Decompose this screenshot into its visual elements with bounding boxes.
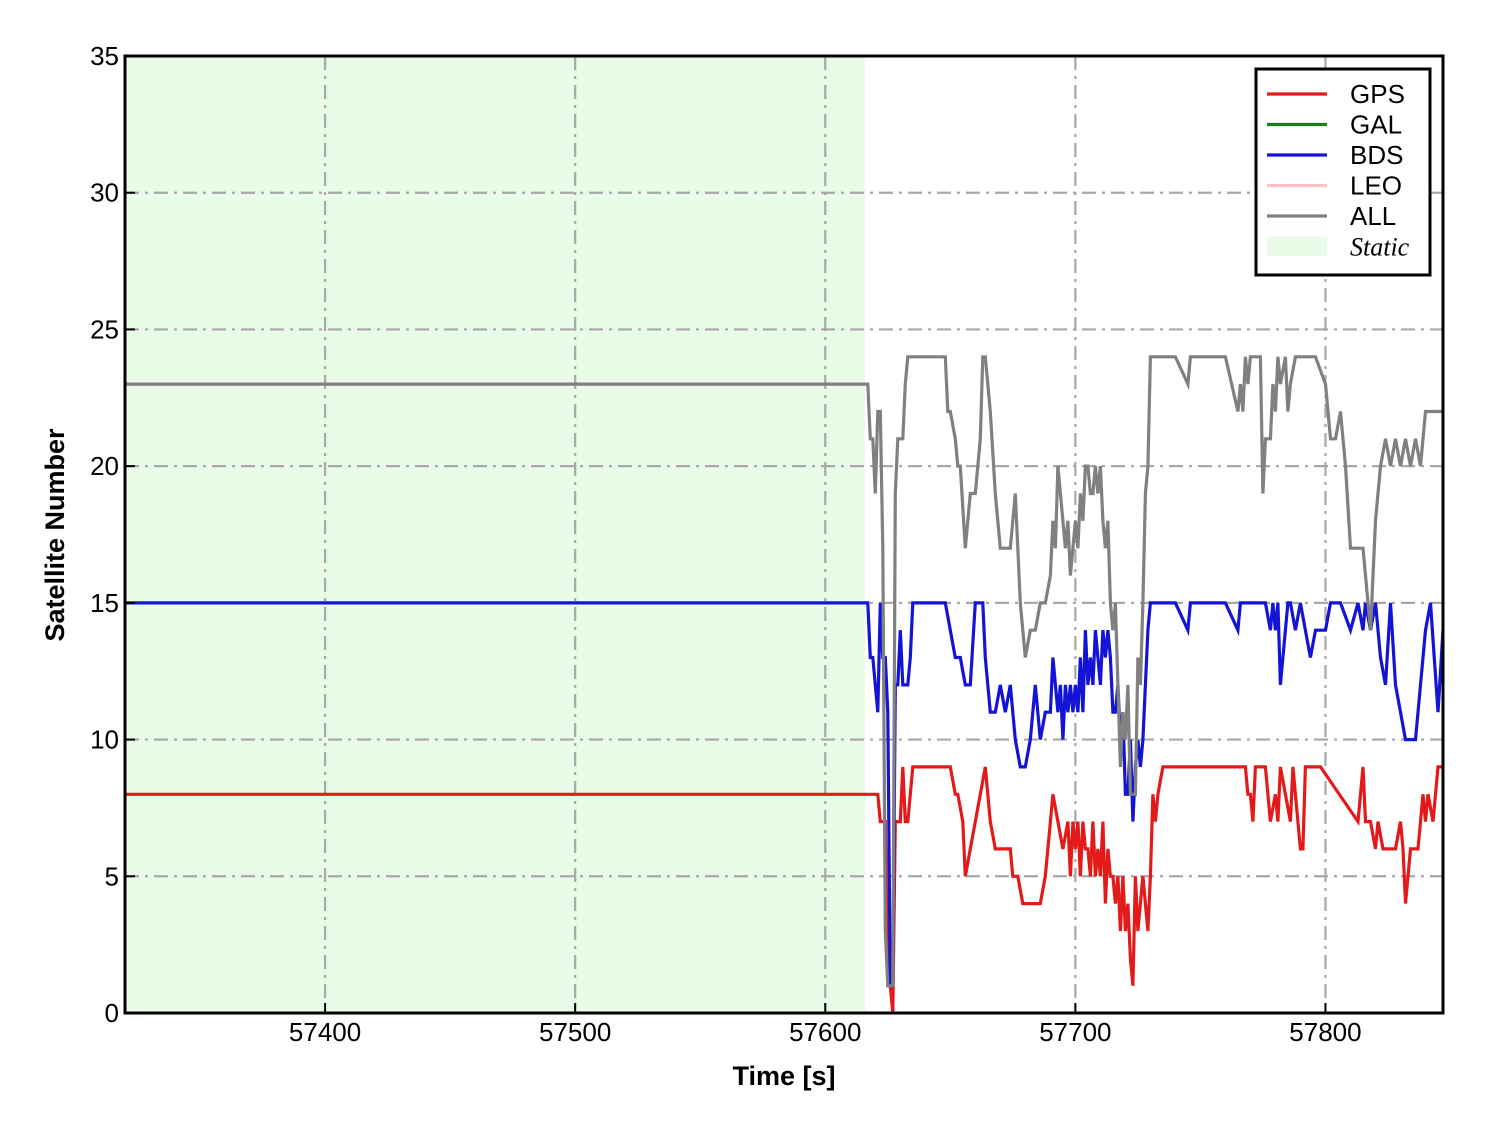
plot-frame (123, 54, 1445, 1015)
y-axis-title: Satellite Number (40, 428, 70, 642)
legend-swatch-static (1267, 236, 1327, 257)
legend-label-gal: GAL (1350, 110, 1402, 140)
legend-label-gps: GPS (1350, 79, 1405, 109)
y-tick-label: 25 (90, 314, 119, 344)
x-tick-label: 57600 (789, 1017, 861, 1047)
static-region-layer (125, 56, 866, 1013)
y-tick-label: 15 (90, 588, 119, 618)
y-tick-label: 30 (90, 178, 119, 208)
legend-label-leo: LEO (1350, 171, 1402, 201)
series-line-all (125, 355, 1443, 988)
x-tick-label: 57700 (1039, 1017, 1111, 1047)
legend-label-all: ALL (1350, 201, 1396, 231)
y-tick-label: 10 (90, 725, 119, 755)
x-axis-title: Time [s] (732, 1061, 835, 1091)
series-layer (125, 355, 1445, 1014)
static-region (125, 56, 866, 1013)
tick-layer: 57400 57500 57600 57700 57800 0 5 10 15 20 25 30 35 (90, 41, 1362, 1047)
series-line-gps (125, 765, 1443, 1014)
series-line-bds (125, 601, 1445, 988)
y-tick-label: 35 (90, 41, 119, 71)
legend-label-bds: BDS (1350, 140, 1403, 170)
y-tick-label: 0 (105, 998, 119, 1028)
x-tick-label: 57800 (1289, 1017, 1361, 1047)
y-tick-label: 5 (105, 861, 119, 891)
x-tick-label: 57400 (289, 1017, 361, 1047)
y-tick-label: 20 (90, 451, 119, 481)
legend-label-static: Static (1350, 233, 1410, 262)
x-tick-label: 57500 (539, 1017, 611, 1047)
